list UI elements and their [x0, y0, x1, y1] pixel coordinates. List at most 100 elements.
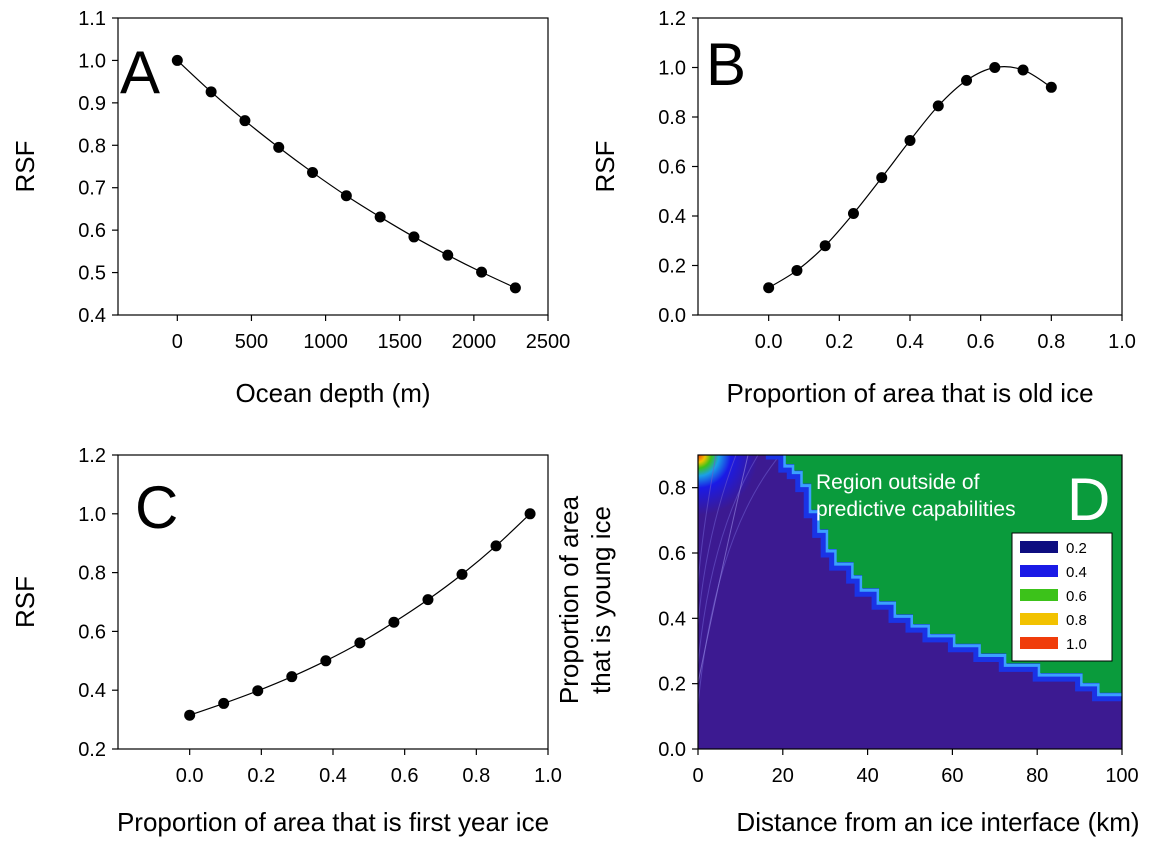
data-point [791, 264, 803, 276]
x-tick-label: 0.8 [462, 765, 490, 787]
data-point [819, 240, 831, 252]
y-tick-label: 0.6 [78, 621, 106, 643]
data-point [354, 637, 366, 649]
data-point [184, 709, 196, 721]
contour-line [698, 455, 749, 684]
data-point [961, 74, 973, 86]
panel-letter-d: D [1067, 466, 1110, 533]
data-point [442, 249, 454, 261]
panel-b: 0.0 0.2 0.4 0.6 0.8 1.0 0.0 0.2 0.4 0.6 0.8 1.0 1.2 P… [590, 8, 1136, 408]
y-axis-title-line-2: that is young ice [586, 506, 616, 694]
y-tick-label: 0.0 [658, 739, 686, 761]
plot-frame [697, 17, 1123, 316]
plot-frame [697, 454, 1123, 750]
x-tick-label: 20 [772, 765, 794, 787]
boundary-glow [765, 455, 1122, 702]
boundary-highlight [783, 455, 1122, 697]
x-tick-label: 0.0 [176, 765, 204, 787]
data-point [932, 100, 944, 112]
legend-label: 0.2 [1066, 540, 1087, 557]
x-tick-label: 0.2 [247, 765, 275, 787]
y-tick-label: 0.7 [78, 178, 106, 200]
y-tick-label: 1.2 [78, 445, 106, 467]
data-point [408, 231, 420, 243]
legend-label: 0.6 [1066, 588, 1087, 605]
region-annotation-line-2: predictive capabilities [816, 498, 1016, 521]
data-point [989, 62, 1001, 73]
x-tick-label: 1.0 [534, 765, 562, 787]
x-tick-label: 0 [692, 765, 703, 787]
x-tick-label: 0 [172, 331, 183, 353]
x-tick-label: 1.0 [1108, 331, 1136, 353]
data-point [252, 685, 264, 697]
series-line [176, 59, 516, 289]
y-tick-label: 0.4 [78, 680, 106, 702]
data-point [374, 211, 386, 223]
data-point [476, 266, 488, 278]
data-point [171, 54, 183, 66]
y-tick-label: 0.0 [658, 305, 686, 327]
x-tick-label: 60 [941, 765, 963, 787]
panel-d: Region outside of predictive capabilitie… [554, 454, 1140, 837]
y-tick-label: 0.6 [658, 157, 686, 179]
y-axis-title-line-1: Proportion of area [554, 495, 584, 704]
y-tick-label: 1.0 [78, 50, 106, 72]
y-tick-label: 0.4 [658, 608, 686, 630]
x-tick-label: 0.2 [825, 331, 853, 353]
contour-line [698, 455, 759, 666]
region-annotation-line-1: Region outside of [816, 471, 980, 494]
data-point [456, 568, 468, 580]
x-tick-label: 2500 [526, 331, 571, 353]
x-tick-label: 1500 [377, 331, 422, 353]
y-tick-label: 0.2 [658, 674, 686, 696]
contour-line [698, 455, 737, 626]
legend-swatch [1020, 541, 1058, 553]
data-point [847, 208, 859, 220]
y-tick-label: 0.5 [78, 263, 106, 285]
legend-label: 0.4 [1066, 564, 1087, 581]
panel-letter-a: A [120, 39, 160, 106]
plot-frame [117, 17, 549, 316]
plot-frame [117, 454, 549, 750]
y-axis-title: RSF [590, 141, 620, 193]
panel-letter-b: B [706, 31, 746, 98]
x-tick-label: 0.8 [1037, 331, 1065, 353]
region-annotation: Region outside of predictive capabilitie… [816, 471, 1016, 521]
y-tick-label: 1.1 [78, 8, 106, 30]
x-tick-label: 1000 [303, 331, 348, 353]
panel-a: 0 500 1000 1500 2000 2500 0.4 0.5 0.6 0.7 0.8 0.9 1.… [10, 8, 570, 408]
data-point [1045, 81, 1057, 93]
y-tick-label: 1.2 [658, 8, 686, 30]
x-tick-label: 100 [1105, 765, 1138, 787]
x-tick-label: 80 [1026, 765, 1048, 787]
contour-line [698, 455, 781, 706]
x-tick-label: 40 [856, 765, 878, 787]
panel-letter-c: C [135, 474, 178, 541]
y-tick-label: 0.4 [78, 305, 106, 327]
y-tick-label: 1.0 [78, 504, 106, 526]
y-tick-label: 0.8 [658, 478, 686, 500]
x-axis-title: Distance from an ice interface (km) [736, 807, 1139, 837]
data-point [239, 115, 251, 127]
y-tick-label: 0.9 [78, 93, 106, 115]
x-tick-label: 0.6 [967, 331, 995, 353]
data-point [205, 86, 217, 98]
y-tick-label: 0.8 [78, 135, 106, 157]
data-point [524, 508, 536, 520]
panel-c: 0.0 0.2 0.4 0.6 0.8 1.0 0.2 0.4 0.6 0.8 1.0 1.2 Prop… [10, 445, 562, 837]
y-tick-label: 0.8 [658, 107, 686, 129]
x-axis-title: Proportion of area that is first year ic… [117, 807, 549, 837]
x-tick-label: 500 [235, 331, 268, 353]
data-point [320, 655, 332, 667]
y-tick-label: 0.6 [78, 220, 106, 242]
data-point [763, 282, 775, 294]
y-tick-label: 1.0 [658, 58, 686, 80]
legend-swatch [1020, 565, 1058, 577]
legend-swatch [1020, 589, 1058, 601]
data-point [388, 616, 400, 628]
y-tick-label: 0.2 [658, 256, 686, 278]
data-point [422, 594, 434, 606]
x-tick-label: 0.4 [319, 765, 347, 787]
data-point [876, 172, 888, 184]
